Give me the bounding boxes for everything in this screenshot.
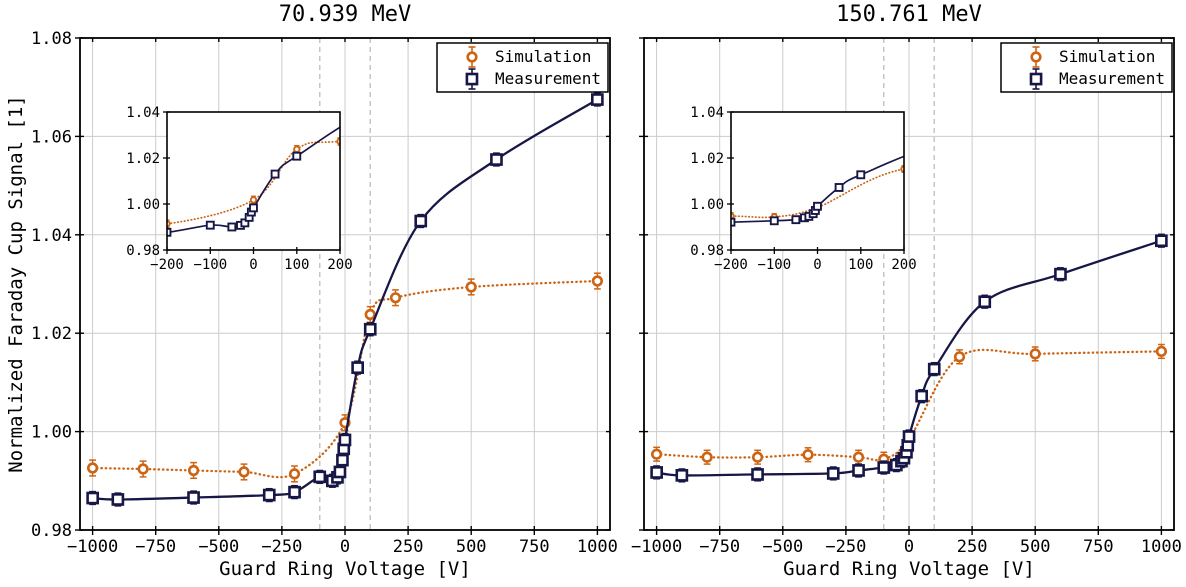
x-tick-label: −1000 xyxy=(67,537,118,557)
svg-text:0.98: 0.98 xyxy=(690,243,724,259)
y-tick-label: 1.04 xyxy=(31,226,72,246)
y-tick-label: 1.02 xyxy=(31,324,72,344)
legend-a-simulation-label: Simulation xyxy=(495,47,592,66)
legend xyxy=(1000,42,1173,93)
x-tick-label: −250 xyxy=(825,537,866,557)
x-tick-label: 0 xyxy=(340,537,350,557)
svg-text:0: 0 xyxy=(813,257,821,273)
inset-axes: −200 −100 0 100 200 0.98 1.00 1.02 1.04 xyxy=(126,105,352,273)
svg-text:100: 100 xyxy=(848,257,873,273)
x-tick-label: −1000 xyxy=(631,537,682,557)
x-tick-label: 0 xyxy=(904,537,914,557)
x-tick-label: −500 xyxy=(198,537,239,557)
yaxis-label: Normalized Faraday Cup Signal [1] xyxy=(5,95,27,473)
panel-a-xaxis-label: Guard Ring Voltage [V] xyxy=(219,558,471,580)
y-tick-label: 0.98 xyxy=(31,521,72,541)
y-tick-label: 1.00 xyxy=(31,423,72,443)
panel-b-title: 150.761 MeV xyxy=(836,2,982,27)
svg-text:−100: −100 xyxy=(193,257,227,273)
x-tick-label: 750 xyxy=(519,537,550,557)
legend xyxy=(436,42,609,93)
series-measurement xyxy=(650,233,1168,483)
svg-text:1.02: 1.02 xyxy=(690,151,724,167)
svg-text:100: 100 xyxy=(284,257,309,273)
x-tick-label: −500 xyxy=(762,537,803,557)
svg-text:0: 0 xyxy=(249,257,257,273)
legend-b-simulation-label: Simulation xyxy=(1059,47,1156,66)
svg-text:200: 200 xyxy=(891,257,916,273)
series-simulation xyxy=(86,272,604,483)
x-tick-label: 1000 xyxy=(577,537,618,557)
svg-text:1.04: 1.04 xyxy=(126,105,160,121)
x-tick-label: −750 xyxy=(135,537,176,557)
svg-text:−200: −200 xyxy=(714,257,748,273)
x-tick-label: 250 xyxy=(957,537,988,557)
panel-a-title: 70.939 MeV xyxy=(278,2,412,27)
y-tick-label: 1.08 xyxy=(31,29,72,49)
svg-text:−100: −100 xyxy=(757,257,791,273)
y-tick-label: 1.06 xyxy=(31,127,72,147)
svg-text:1.04: 1.04 xyxy=(690,105,724,121)
series-simulation xyxy=(650,343,1167,467)
svg-text:1.02: 1.02 xyxy=(126,151,160,167)
svg-text:1.00: 1.00 xyxy=(126,197,160,213)
series-measurement xyxy=(86,92,604,507)
x-tick-label: 1000 xyxy=(1141,537,1182,557)
inset-axes: −200 −100 0 100 200 0.98 1.00 1.02 1.04 xyxy=(690,105,916,273)
legend-b-measurement-label: Measurement xyxy=(1059,69,1165,88)
x-tick-label: −250 xyxy=(261,537,302,557)
svg-text:200: 200 xyxy=(327,257,352,273)
x-tick-label: 500 xyxy=(456,537,487,557)
series-simulation xyxy=(167,137,340,229)
panel-b-xaxis-label: Guard Ring Voltage [V] xyxy=(783,558,1035,580)
series-measurement xyxy=(731,155,904,227)
x-tick-label: 500 xyxy=(1020,537,1051,557)
svg-text:−200: −200 xyxy=(150,257,184,273)
svg-text:1.00: 1.00 xyxy=(690,197,724,213)
x-tick-label: −750 xyxy=(699,537,740,557)
x-tick-label: 750 xyxy=(1083,537,1114,557)
series-measurement xyxy=(167,126,340,237)
legend-a-measurement-label: Measurement xyxy=(495,69,601,88)
svg-text:0.98: 0.98 xyxy=(126,243,160,259)
x-tick-label: 250 xyxy=(393,537,424,557)
